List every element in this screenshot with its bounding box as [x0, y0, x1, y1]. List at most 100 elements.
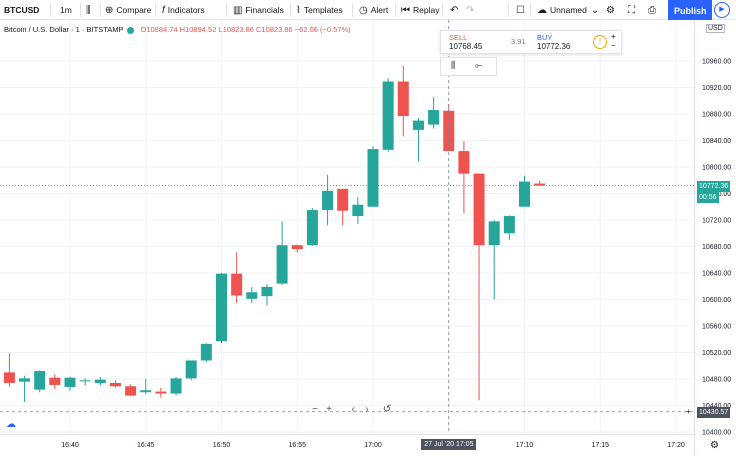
candle-body[interactable] — [64, 377, 76, 387]
candle-body[interactable] — [473, 173, 485, 246]
gear-icon: ⚙ — [606, 4, 615, 16]
indicators-button[interactable]: f Indicators — [162, 0, 205, 20]
time-tick-label: 17:20 — [667, 442, 685, 449]
layout-menu[interactable]: ☁ Unnamed ⌄ — [537, 0, 602, 20]
candle-body[interactable] — [337, 188, 349, 211]
candle-body[interactable] — [306, 210, 318, 246]
indicators-label: Indicators — [167, 5, 205, 15]
candle-body[interactable] — [261, 286, 273, 297]
fullscreen-toggle[interactable]: ☐ — [516, 0, 528, 20]
settings-button[interactable]: ⚙ — [606, 0, 618, 20]
interval-button[interactable]: 1m — [60, 5, 72, 15]
alert-label: Alert — [370, 5, 389, 15]
currency-label[interactable]: USD — [706, 24, 725, 33]
candle-body[interactable] — [367, 149, 379, 207]
candle-body[interactable] — [458, 151, 470, 174]
candle-body[interactable] — [428, 110, 440, 125]
candle-body[interactable] — [412, 120, 424, 130]
candle-body[interactable] — [34, 371, 46, 390]
price-tick-label: 10880.00 — [702, 112, 731, 119]
sell-label[interactable]: SELL — [449, 33, 468, 42]
layout-name: Unnamed — [550, 5, 587, 15]
function-icon: f — [162, 4, 165, 16]
candle-body[interactable] — [397, 81, 409, 116]
symbol-search[interactable]: BTCUSD — [4, 5, 40, 15]
compare-button[interactable]: ⊕ Compare — [105, 0, 151, 20]
candle-body[interactable] — [155, 391, 167, 394]
buy-label[interactable]: BUY — [537, 33, 553, 42]
symbol-description: Bitcoin / U.S. Dollar · 1 · BITSTAMP — [4, 25, 124, 34]
candle-body[interactable] — [216, 273, 227, 342]
candle-body[interactable] — [382, 81, 394, 150]
candle-body[interactable] — [140, 390, 152, 393]
publish-button[interactable]: Publish — [668, 0, 712, 20]
zoom-out-icon[interactable]: − — [312, 404, 318, 415]
play-icon[interactable]: ▶ — [714, 2, 730, 18]
candle-body[interactable] — [170, 378, 182, 394]
candle-body[interactable] — [519, 181, 530, 207]
undo-button[interactable]: ↶ — [450, 0, 461, 20]
fullscreen-button[interactable]: ⛶ — [628, 0, 638, 20]
plus-circle-icon: ⊕ — [105, 4, 114, 16]
candle-body[interactable] — [49, 377, 61, 385]
alert-button[interactable]: ◷ Alert — [359, 0, 388, 20]
candle-body[interactable] — [488, 221, 500, 246]
toolbar-divider — [290, 3, 291, 17]
price-tick-label: 10400.00 — [702, 430, 731, 437]
toolbar-divider — [50, 3, 51, 17]
candle-body[interactable] — [534, 183, 546, 186]
info-icon[interactable]: ! — [593, 35, 607, 49]
price-tick-label: 10520.00 — [702, 350, 731, 357]
candle-body[interactable] — [94, 379, 106, 383]
candle-body[interactable] — [19, 378, 31, 382]
price-tick-label: 10440.00 — [702, 403, 731, 410]
buy-price[interactable]: 10772.36 — [537, 42, 571, 51]
templates-button[interactable]: ⌇ Templates — [296, 0, 343, 20]
price-tick-label: 10560.00 — [702, 324, 731, 331]
sell-price[interactable]: 10768.45 — [449, 42, 483, 51]
candle-body[interactable] — [109, 382, 121, 387]
time-tick-label: 16:45 — [137, 442, 155, 449]
financials-button[interactable]: ▥ Financials — [233, 0, 284, 20]
quantity-stepper[interactable]: + − — [611, 32, 616, 50]
compare-label: Compare — [116, 5, 152, 15]
chart-style-button[interactable]: ⫼ — [86, 0, 94, 20]
candlestick-chart[interactable]: 10400.00 10440.00 10480.00 10520.00 10560.00… — [0, 20, 736, 456]
add-order-icon[interactable]: + — [686, 407, 691, 416]
candle-body[interactable] — [503, 216, 515, 234]
candle-body[interactable] — [125, 386, 137, 396]
candle-body[interactable] — [246, 292, 258, 299]
candle-body[interactable] — [291, 245, 303, 250]
toolbar-divider — [530, 3, 531, 17]
spread-value: 3.91 — [511, 37, 526, 46]
candle-body[interactable] — [79, 380, 91, 382]
scroll-left-icon[interactable]: ‹ — [351, 404, 355, 415]
toolbar-divider — [80, 3, 81, 17]
snapshot-button[interactable]: ⎙ — [648, 0, 659, 20]
zoom-in-icon[interactable]: + — [326, 404, 332, 415]
redo-button[interactable]: ↷ — [466, 0, 477, 20]
replay-button[interactable]: ⏮ Replay — [401, 0, 439, 20]
plot-area[interactable] — [0, 20, 694, 434]
candle-body[interactable] — [276, 245, 288, 284]
candles-icon[interactable]: ⫼ — [451, 60, 456, 70]
candle-body[interactable] — [322, 190, 334, 211]
axis-settings-icon[interactable]: ⚙ — [710, 440, 719, 451]
price-tick-label: 10480.00 — [702, 377, 731, 384]
reset-chart-icon[interactable]: ↺ — [382, 404, 392, 415]
scroll-right-icon[interactable]: › — [365, 404, 369, 415]
candle-body[interactable] — [3, 372, 15, 383]
line-tool-icon[interactable]: ⟜ — [475, 60, 483, 70]
toolbar-divider — [352, 3, 353, 17]
chart-navigation: − + ‹ › ↺ — [308, 404, 394, 418]
tradingview-logo-icon: ☁ — [6, 419, 16, 430]
redo-icon: ↷ — [466, 4, 475, 16]
chevron-down-icon: ⌄ — [590, 4, 600, 16]
candle-body[interactable] — [231, 273, 243, 296]
candle-body[interactable] — [200, 343, 212, 361]
cloud-icon: ☁ — [537, 4, 547, 16]
replay-label: Replay — [413, 5, 440, 15]
time-tick-label: 17:15 — [591, 442, 609, 449]
candle-body[interactable] — [185, 360, 197, 379]
candle-body[interactable] — [352, 204, 364, 217]
